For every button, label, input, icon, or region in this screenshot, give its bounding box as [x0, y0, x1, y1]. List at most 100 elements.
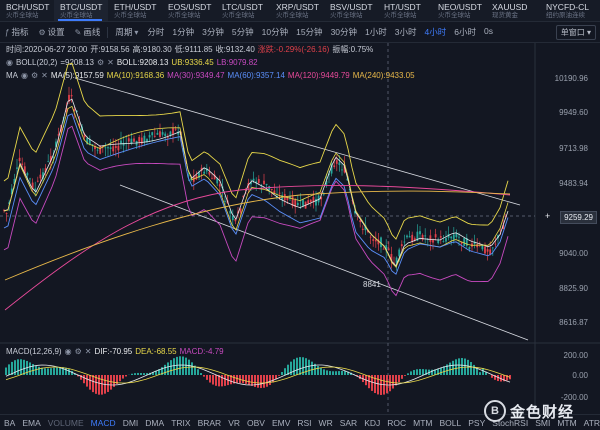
- period-option[interactable]: 1分钟: [172, 27, 195, 37]
- indicator-tab[interactable]: ROC: [387, 417, 407, 428]
- macd-bar: [386, 375, 388, 394]
- period-option[interactable]: 分时: [147, 27, 165, 37]
- close-icon[interactable]: ✕: [41, 71, 48, 80]
- period-dropdown[interactable]: 周期 ▾: [115, 27, 139, 37]
- macd-bar: [212, 375, 214, 385]
- candle-body: [23, 166, 26, 175]
- indicator-tab[interactable]: EMA: [22, 417, 41, 428]
- period-option[interactable]: 1小时: [365, 27, 387, 37]
- symbol-tab[interactable]: BSV/USDT 火币全球站: [324, 0, 378, 21]
- close-icon[interactable]: ✕: [84, 347, 92, 356]
- indicator-tab[interactable]: DMA: [145, 417, 165, 428]
- indicator-tab[interactable]: VOLUME: [47, 417, 84, 428]
- symbol-exchange: 火币全球站: [168, 12, 201, 19]
- indicator-tab[interactable]: BA: [4, 417, 16, 428]
- macd-bar: [452, 360, 454, 375]
- macd-bar: [122, 375, 124, 379]
- symbol-tab[interactable]: BCH/USDT 火币全球站: [0, 0, 54, 21]
- symbol-exchange: 火币全球站: [114, 12, 147, 19]
- candle-body: [312, 196, 315, 203]
- indicator-tab[interactable]: MACD: [90, 417, 116, 428]
- indicator-tab[interactable]: WR: [318, 417, 333, 428]
- indicator-tab[interactable]: VR: [228, 417, 240, 428]
- indicator-tab[interactable]: TRIX: [171, 417, 191, 428]
- macd-bar: [74, 373, 76, 375]
- candle-body: [364, 225, 367, 231]
- symbol-tab[interactable]: NYCFD-CL 纽约原油连续: [540, 0, 594, 21]
- macd-bar: [209, 375, 211, 383]
- macd-bar: [470, 362, 472, 375]
- macd-bar: [290, 361, 292, 375]
- indicator-tab[interactable]: DMI: [122, 417, 139, 428]
- indicator-tab[interactable]: EMV: [271, 417, 291, 428]
- indicator-tab[interactable]: PSY: [468, 417, 486, 428]
- macd-bar: [206, 375, 208, 380]
- symbol-tab[interactable]: HT/USDT 火币全球站: [378, 0, 432, 21]
- ohlc-readout: 时间:2020-06-27 20:00 开:9158.56 高:9180.30 低:9…: [6, 45, 374, 54]
- period-option[interactable]: 3小时: [394, 27, 417, 37]
- indicator-tab[interactable]: OBV: [247, 417, 265, 428]
- gear-icon[interactable]: ⚙: [30, 71, 39, 80]
- macd-bar: [320, 367, 322, 375]
- indicator-tab[interactable]: SMI: [535, 417, 551, 428]
- macd-bar: [497, 375, 499, 382]
- indicator-tab[interactable]: MTM: [557, 417, 577, 428]
- macd-bar: [98, 375, 100, 395]
- candle-body: [133, 138, 135, 142]
- candle-body: [169, 131, 172, 136]
- settings-button[interactable]: ⚙ 设置: [38, 27, 65, 37]
- eye-icon[interactable]: ◉: [6, 58, 13, 67]
- window-mode-dropdown[interactable]: 单窗口 ▾: [555, 24, 596, 40]
- indicator-tab[interactable]: BRAR: [197, 417, 222, 428]
- candle-body: [234, 218, 237, 222]
- period-option[interactable]: 30分钟: [330, 27, 358, 37]
- period-option[interactable]: 4小时: [424, 27, 447, 37]
- macd-bar: [41, 367, 43, 375]
- candle-body: [16, 167, 18, 169]
- symbol-pair: EOS/USDT: [168, 2, 212, 12]
- gear-icon[interactable]: ⚙: [96, 58, 105, 67]
- candle-body: [200, 167, 203, 171]
- candle-body: [29, 178, 31, 180]
- symbol-tab[interactable]: NEO/USDT 火币全球站: [432, 0, 486, 21]
- candle-body: [91, 144, 94, 145]
- gear-icon[interactable]: ⚙: [74, 347, 82, 356]
- close-icon[interactable]: ✕: [107, 58, 114, 67]
- candle-body: [374, 239, 377, 242]
- macd-bar: [251, 375, 253, 386]
- eye-icon[interactable]: ◉: [21, 71, 28, 80]
- price-chart[interactable]: +: [0, 0, 600, 414]
- indicator-tab[interactable]: RSI: [297, 417, 312, 428]
- indicator-tab[interactable]: MTM: [413, 417, 433, 428]
- crosshair-plus: +: [545, 211, 550, 221]
- macd-bar: [380, 375, 382, 395]
- indicator-tab[interactable]: ATR: [583, 417, 600, 428]
- macd-bar: [248, 375, 250, 385]
- indicator-tab[interactable]: KDJ: [364, 417, 381, 428]
- period-option[interactable]: 3分钟: [202, 27, 224, 37]
- candle-body: [377, 239, 380, 245]
- period-option[interactable]: 6小时: [454, 27, 476, 37]
- drawing-button[interactable]: ✎ 画线: [74, 27, 101, 37]
- symbol-tab[interactable]: XRP/USDT 火币全球站: [270, 0, 324, 21]
- period-option[interactable]: 5分钟: [231, 27, 254, 37]
- indicator-tab[interactable]: SAR: [339, 417, 358, 428]
- divider: [107, 26, 109, 38]
- indicator-tab[interactable]: StochRSI: [492, 417, 529, 428]
- period-option[interactable]: 15分钟: [296, 27, 323, 37]
- macd-bar: [107, 375, 109, 392]
- period-option[interactable]: 10分钟: [261, 27, 289, 37]
- symbol-tab[interactable]: EOS/USDT 火币全球站: [162, 0, 216, 21]
- period-option[interactable]: 0s: [483, 26, 493, 36]
- macd-bar: [68, 369, 70, 375]
- current-price-tag: 9259.29: [560, 211, 597, 224]
- eye-icon[interactable]: ◉: [64, 347, 72, 356]
- indicator-button[interactable]: ƒ 指标: [5, 27, 29, 37]
- symbol-tab[interactable]: XAUUSD 现货黄金: [486, 0, 540, 21]
- candle-body: [445, 238, 447, 242]
- symbol-tab[interactable]: ETH/USDT 火币全球站: [108, 0, 162, 21]
- macd-bar: [347, 371, 349, 375]
- symbol-tab[interactable]: BTC/USDT 火币全球站: [54, 0, 108, 21]
- indicator-tab[interactable]: BOLL: [439, 417, 462, 428]
- symbol-tab[interactable]: LTC/USDT 火币全球站: [216, 0, 270, 21]
